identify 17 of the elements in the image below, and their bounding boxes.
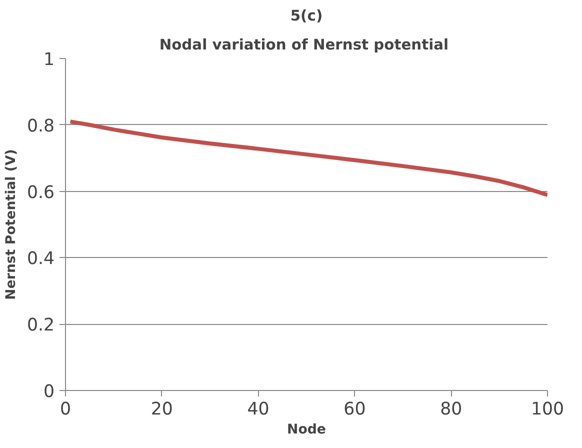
y-tick-label: 1	[43, 50, 55, 70]
x-tick-label: 40	[247, 400, 270, 420]
chart-title: 5(c)	[290, 8, 323, 24]
x-tick-label: 0	[60, 400, 72, 420]
x-tick-label: 20	[150, 400, 173, 420]
y-tick-label: 0.2	[26, 316, 55, 336]
y-tick-label: 0.4	[26, 249, 55, 270]
x-tick-label: 60	[344, 400, 366, 420]
y-tick-label: 0.6	[26, 182, 55, 203]
x-tick-label: 100	[530, 400, 564, 420]
chart-subtitle: Nodal variation of Nernst potential	[159, 36, 449, 54]
y-tick-label: 0	[43, 382, 55, 402]
line-series	[68, 120, 548, 197]
x-tick-label: 80	[440, 400, 462, 420]
y-axis-title: Nernst Potential (V)	[4, 149, 19, 300]
x-axis-title: Node	[287, 422, 326, 438]
y-tick-label: 0.8	[26, 116, 55, 136]
